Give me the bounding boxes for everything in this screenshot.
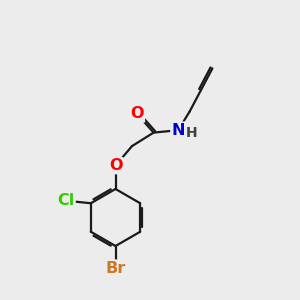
Text: H: H: [186, 126, 198, 140]
Text: O: O: [109, 158, 122, 173]
Text: N: N: [172, 123, 185, 138]
Text: Cl: Cl: [57, 193, 74, 208]
Text: O: O: [130, 106, 144, 122]
Text: Br: Br: [105, 261, 126, 276]
